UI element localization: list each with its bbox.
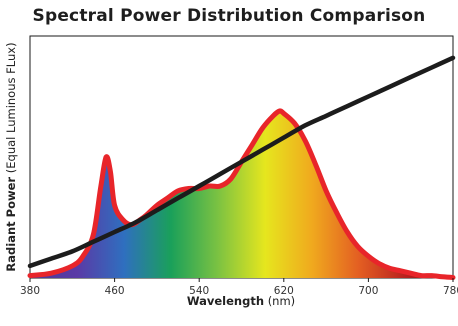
x-tick-label-460: 460 xyxy=(105,285,125,297)
x-tick-label-780: 780 xyxy=(443,285,458,297)
y-axis-label-main: Radiant Power xyxy=(4,177,18,272)
series-layer xyxy=(27,55,456,280)
x-tick-layer: 380 460 540 620 700 780 xyxy=(20,278,458,297)
chart-title: Spectral Power Distribution Comparison xyxy=(32,6,426,26)
reference-series-line xyxy=(27,55,456,269)
spectrum-fill-area xyxy=(30,110,453,279)
y-axis-label: Radiant Power (Equal Luminous FLux) xyxy=(4,42,18,271)
x-axis-label-main: Wavelength xyxy=(187,294,264,308)
x-tick-label-540: 540 xyxy=(189,285,209,297)
y-axis-label-detail: (Equal Luminous FLux) xyxy=(4,42,18,173)
x-tick-label-380: 380 xyxy=(20,285,40,297)
x-tick-label-620: 620 xyxy=(274,285,294,297)
x-tick-label-700: 700 xyxy=(358,285,378,297)
x-axis-label: Wavelength (nm) xyxy=(187,294,295,308)
x-axis-label-unit: (nm) xyxy=(268,294,295,308)
